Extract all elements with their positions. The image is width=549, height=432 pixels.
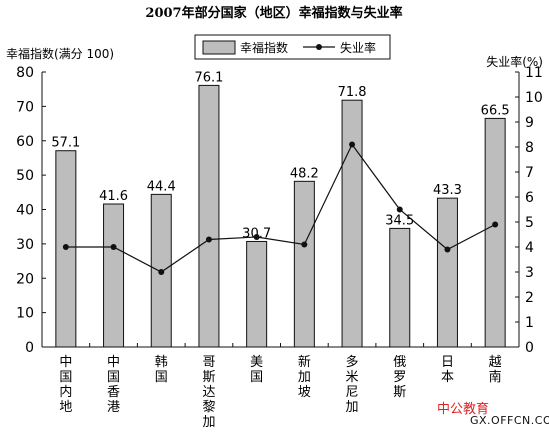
bar (389, 227, 411, 348)
bar-data-label: 66.5 (481, 103, 510, 118)
bar (341, 99, 363, 348)
right-tick-label: 9 (525, 115, 534, 131)
right-tick-label: 0 (525, 340, 534, 356)
bar-data-label: 34.5 (385, 213, 414, 228)
line-point (301, 241, 308, 248)
category-label: 新加坡 (298, 354, 311, 400)
right-tick-label: 5 (525, 215, 534, 231)
category-label: 俄罗斯 (393, 355, 406, 400)
right-tick-label: 8 (525, 140, 534, 156)
right-tick-label: 1 (525, 315, 534, 331)
left-tick-label: 0 (25, 340, 34, 356)
bar (293, 180, 315, 348)
left-tick-label: 10 (16, 306, 34, 322)
bar (436, 197, 458, 348)
bar-data-label: 71.8 (338, 85, 367, 100)
line-path (65, 143, 496, 273)
left-tick-label: 60 (16, 134, 34, 150)
bar (103, 203, 125, 348)
bar-data-label: 76.1 (194, 70, 223, 85)
line-point (158, 269, 165, 275)
category-label: 美国 (250, 355, 263, 385)
watermark-url: GX.OFFCN.COM (470, 414, 549, 427)
left-axis-label: 幸福指数(满分 100) (6, 46, 114, 61)
category-label: 中国香港 (107, 355, 120, 415)
right-tick-label: 3 (525, 265, 534, 281)
category-label: 哥斯达黎加 (202, 355, 215, 430)
left-tick-label: 50 (16, 168, 34, 184)
left-tick-label: 70 (16, 99, 34, 115)
bar-data-label: 57.1 (51, 136, 80, 151)
bar (484, 117, 506, 348)
category-label: 韩国 (155, 355, 168, 385)
category-label: 越南 (489, 355, 502, 385)
bar (198, 84, 220, 348)
right-tick-label: 6 (525, 190, 534, 206)
category-labels: 中国内地 中国香港 韩国 哥斯达黎加 美国 新加坡 多米尼加 俄罗斯 日本 越南 (59, 354, 501, 430)
bar (246, 240, 268, 348)
right-tick-label: 2 (525, 290, 534, 306)
bars (55, 84, 506, 348)
legend-line-label: 失业率 (340, 40, 376, 55)
line-point (492, 221, 499, 228)
left-tick-label: 20 (16, 271, 34, 287)
right-tick-label: 10 (525, 90, 543, 106)
category-label: 多米尼加 (346, 354, 359, 415)
legend-bar-swatch (202, 40, 236, 55)
line-point (349, 141, 356, 148)
legend-bar-label: 幸福指数 (240, 40, 288, 55)
right-tick-label: 4 (525, 240, 534, 256)
line-point (205, 236, 212, 243)
right-axis-label: 失业率(%) (486, 54, 543, 69)
line-point (110, 244, 117, 250)
bar-data-label: 41.6 (99, 189, 128, 204)
bar-data-label: 43.3 (433, 183, 462, 198)
bar-data-label: 48.2 (290, 166, 319, 181)
right-tick-label: 7 (525, 165, 534, 181)
bar-data-label: 44.4 (147, 179, 176, 194)
bar-labels: 57.141.644.476.130.748.271.834.543.366.5 (51, 70, 509, 241)
left-tick-label: 30 (16, 237, 34, 253)
line-point (62, 244, 69, 250)
right-tick-label: 11 (525, 65, 543, 81)
left-tick-label: 80 (16, 65, 34, 81)
line-point (253, 234, 260, 240)
watermark-brand: 中公教育 (437, 402, 490, 417)
legend: 幸福指数 失业率 (194, 34, 391, 60)
left-tick-label: 40 (16, 203, 34, 219)
category-label: 日本 (441, 355, 454, 385)
chart-title: 2007年部分国家（地区）幸福指数与失业率 (145, 5, 402, 21)
line-point (444, 246, 451, 253)
axes: 0 10 20 30 40 50 60 70 80 0 1 2 3 4 5 6 7 8 9 10 11 (16, 65, 543, 356)
line-point (396, 206, 403, 213)
legend-line-marker (316, 44, 322, 50)
unemployment-line (62, 141, 499, 275)
category-label: 中国内地 (59, 355, 72, 415)
